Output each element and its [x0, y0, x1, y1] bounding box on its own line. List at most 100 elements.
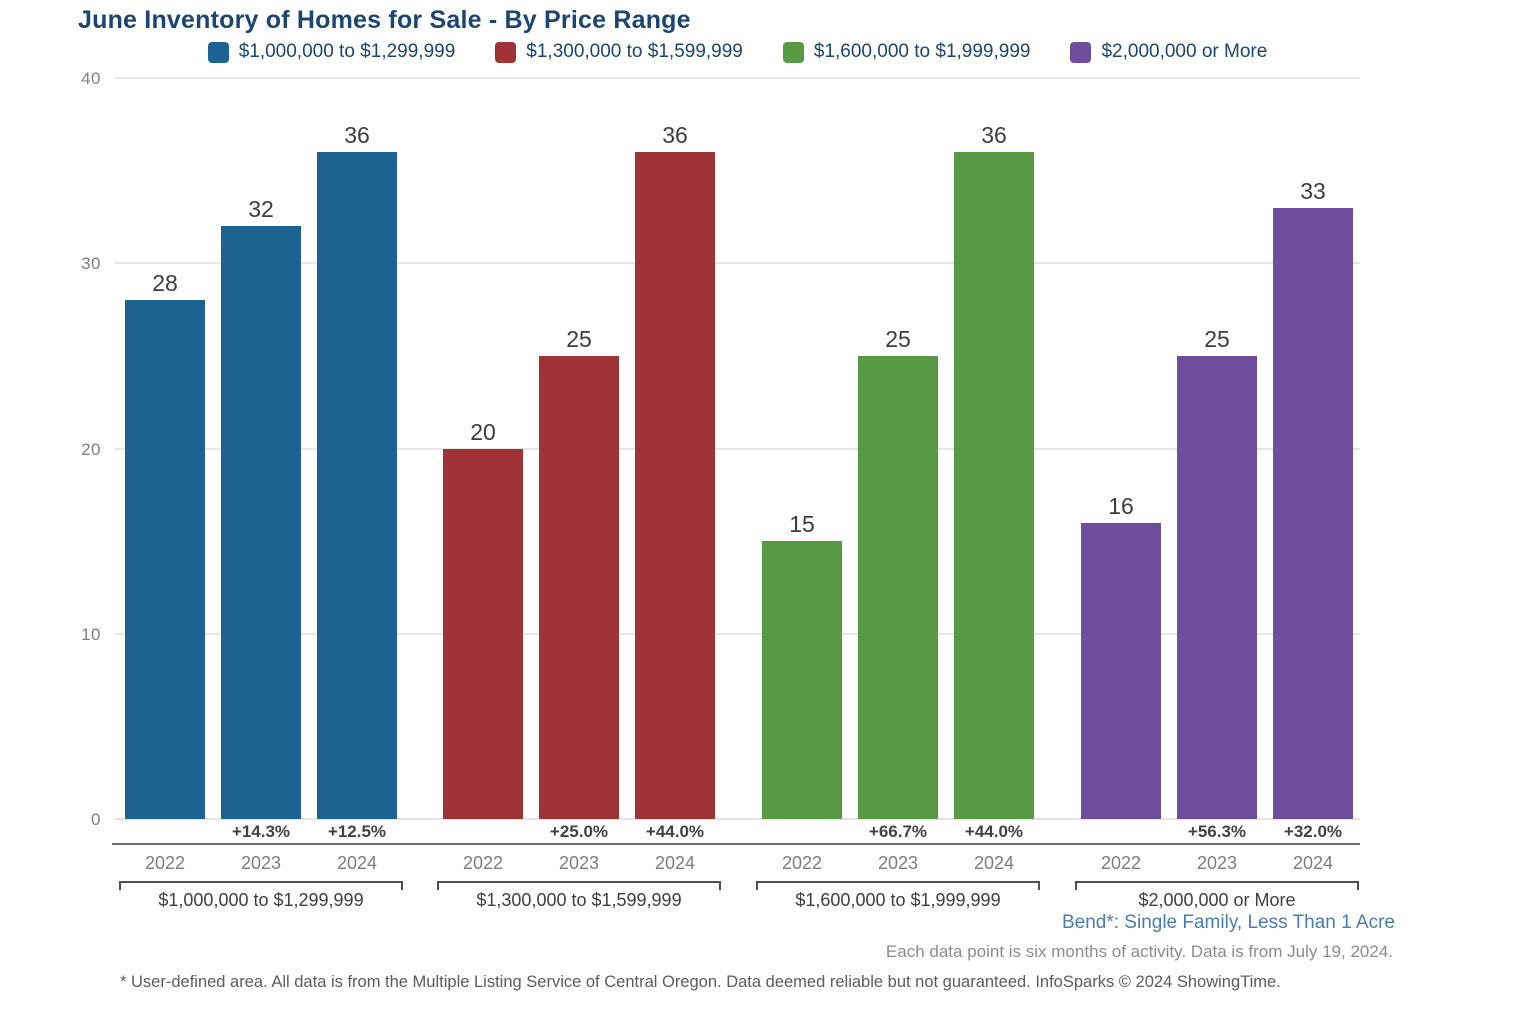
group-bracket: [119, 881, 403, 890]
bar-2023[interactable]: [1177, 355, 1257, 819]
bar-column: 15: [762, 513, 842, 819]
price-range-group-label: $1,600,000 to $1,999,999: [795, 890, 1001, 910]
year-row: 2022 2023 2024: [1081, 853, 1353, 874]
percent-change-label: [443, 822, 523, 842]
y-axis-tick-label: 10: [81, 624, 101, 644]
legend-swatch-icon: [495, 41, 517, 63]
year-label: 2024: [973, 853, 1015, 873]
group-annotation-3: +56.3% +32.0% 2022 2023 2024 $2,000,000 or Mo…: [1075, 821, 1359, 913]
bar-column: 16: [1081, 492, 1161, 819]
percent-change-label: +12.5%: [327, 822, 387, 841]
bar-2022[interactable]: [125, 300, 205, 819]
bar-value-label: 28: [152, 270, 178, 297]
price-range-group-label: $2,000,000 or More: [1138, 890, 1296, 910]
percent-change-label: [125, 822, 205, 842]
year-label: 2024: [336, 853, 378, 873]
price-range-group-label: $1,000,000 to $1,299,999: [158, 890, 364, 910]
bar-2023[interactable]: [858, 355, 938, 819]
bar-column: 36: [954, 124, 1034, 819]
bar-column: 25: [1177, 325, 1257, 819]
bar-value-label: 15: [789, 511, 815, 538]
year-label: 2023: [877, 853, 919, 873]
legend-item-3[interactable]: $2,000,000 or More: [1070, 41, 1267, 63]
bar-group-1: 20 25 36: [443, 78, 715, 819]
percent-change-row: +66.7% +44.0%: [762, 822, 1034, 842]
year-label: 2023: [558, 853, 600, 873]
bar-value-label: 25: [1204, 325, 1230, 352]
y-axis-tick-label: 40: [81, 69, 101, 88]
group-annotation-2: +66.7% +44.0% 2022 2023 2024 $1,600,000 to $1…: [756, 821, 1040, 913]
year-label: 2023: [1196, 853, 1238, 873]
year-row: 2022 2023 2024: [443, 853, 715, 874]
gridline-y-40: [115, 77, 1360, 79]
bar-2024[interactable]: [954, 152, 1034, 819]
bar-column: 25: [858, 327, 938, 819]
bar-value-label: 33: [1300, 177, 1326, 204]
group-bracket: [756, 881, 1040, 890]
legend-swatch-icon: [207, 41, 229, 63]
percent-change-label: +56.3%: [1187, 822, 1247, 841]
disclaimer: * User-defined area. All data is from th…: [120, 973, 1281, 991]
bar-value-label: 36: [662, 122, 688, 149]
x-axis-annotations: +14.3% +12.5% 2022 2023 2024 $1,000,000 to $1…: [112, 821, 1360, 913]
bar-2024[interactable]: [635, 152, 715, 819]
year-row: 2022 2023 2024: [762, 853, 1034, 874]
bar-2023[interactable]: [539, 355, 619, 819]
bar-column: 28: [125, 272, 205, 819]
percent-change-row: +25.0% +44.0%: [443, 822, 715, 842]
bar-value-label: 16: [1108, 492, 1134, 519]
legend: $1,000,000 to $1,299,999 $1,300,000 to $1…: [115, 41, 1360, 63]
bar-2024[interactable]: [317, 152, 397, 819]
year-label: 2022: [144, 853, 186, 873]
legend-label: $2,000,000 or More: [1101, 41, 1268, 62]
percent-change-label: +66.7%: [868, 822, 928, 841]
bar-value-label: 36: [981, 122, 1007, 149]
gridline-y-20: [115, 447, 1360, 450]
y-axis-tick-label: 30: [81, 254, 101, 274]
percent-change-label: +32.0%: [1283, 822, 1343, 841]
percent-change-label: [762, 822, 842, 842]
legend-item-0[interactable]: $1,000,000 to $1,299,999: [207, 41, 456, 63]
y-axis-tick-label: 20: [81, 439, 101, 459]
year-label: 2024: [654, 853, 696, 873]
legend-swatch-icon: [1070, 41, 1092, 63]
bar-column: 32: [221, 198, 301, 819]
year-label: 2023: [240, 853, 282, 873]
bar-value-label: 32: [248, 196, 274, 223]
percent-change-label: +25.0%: [549, 822, 609, 841]
y-axis-tick-label: 0: [91, 810, 101, 829]
legend-label: $1,300,000 to $1,599,999: [526, 41, 743, 62]
gridline-y-10: [115, 632, 1360, 635]
gridline-y-30: [115, 262, 1360, 265]
percent-change-label: +44.0%: [964, 822, 1024, 841]
legend-label: $1,600,000 to $1,999,999: [813, 41, 1031, 62]
year-label: 2022: [462, 853, 504, 873]
bar-column: 36: [317, 124, 397, 819]
group-bracket: [437, 881, 721, 890]
bar-2024[interactable]: [1273, 207, 1353, 819]
bar-2022[interactable]: [762, 541, 842, 819]
year-label: 2022: [1100, 853, 1142, 873]
bar-2022[interactable]: [443, 448, 523, 819]
year-label: 2024: [1292, 853, 1334, 873]
group-bracket: [1075, 881, 1359, 890]
price-range-group-label: $1,300,000 to $1,599,999: [476, 890, 682, 910]
legend-item-1[interactable]: $1,300,000 to $1,599,999: [495, 41, 743, 63]
bar-column: 33: [1273, 177, 1353, 819]
percent-change-label: +14.3%: [231, 822, 291, 841]
bar-2022[interactable]: [1081, 522, 1161, 819]
area-label: Bend*: Single Family, Less Than 1 Acre: [1061, 912, 1395, 933]
legend-item-2[interactable]: $1,600,000 to $1,999,999: [782, 41, 1031, 63]
bar-value-label: 36: [344, 122, 370, 149]
bar-column: 25: [539, 327, 619, 819]
plot-area: 0 10 20 30 40 28 32 36 20 25 36 15 25 36 16 25 33: [81, 69, 1360, 829]
bar-group-0: 28 32 36: [125, 78, 397, 819]
percent-change-row: +14.3% +12.5%: [125, 822, 397, 842]
bar-column: 36: [635, 124, 715, 819]
year-label: 2022: [781, 853, 823, 873]
legend-label: $1,000,000 to $1,299,999: [238, 41, 456, 62]
group-annotation-1: +25.0% +44.0% 2022 2023 2024 $1,300,000 to $1…: [437, 821, 721, 913]
bar-2023[interactable]: [221, 226, 301, 819]
percent-separator-line: [112, 843, 1360, 845]
